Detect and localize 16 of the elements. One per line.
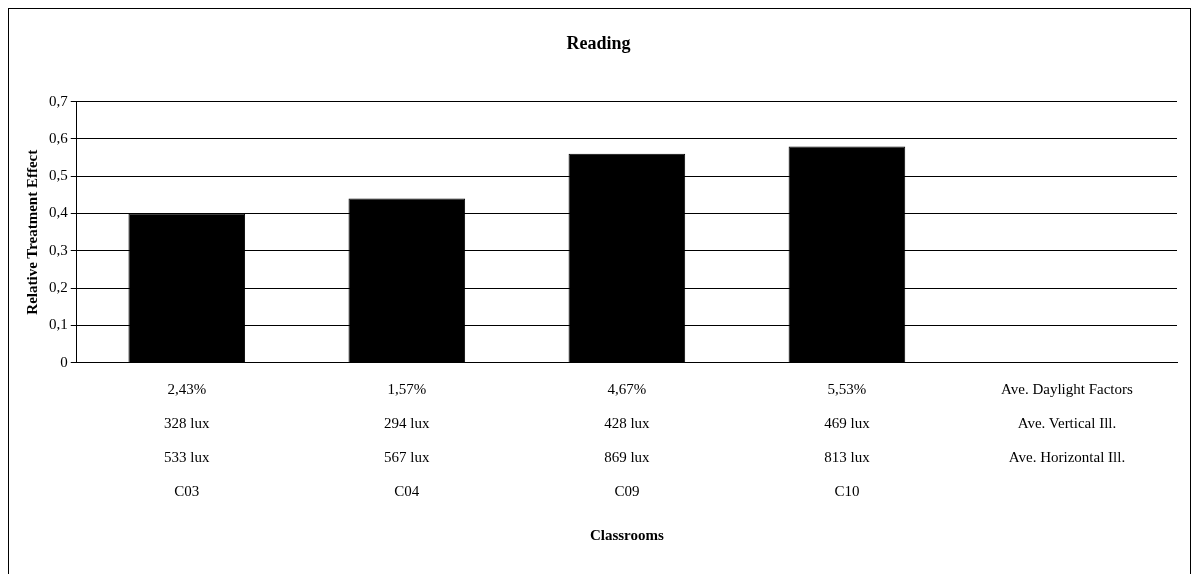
category-label: 1,57% 294 lux 567 lux C04	[384, 380, 430, 499]
category-label: 2,43% 328 lux 533 lux C03	[164, 380, 210, 499]
y-axis-title: Relative Treatment Effect	[23, 149, 40, 315]
category-label: 5,53% 469 lux 813 lux C10	[824, 380, 870, 499]
category-label: 4,67% 428 lux 869 lux C09	[604, 380, 650, 499]
category-label: Ave. Daylight Factors Ave. Vertical Ill. Ave. Horizontal Ill.	[1001, 380, 1133, 465]
y-tick-label: 0	[60, 353, 68, 370]
y-tick-label: 0,7	[49, 92, 69, 109]
y-tick-label: 0,6	[49, 129, 69, 146]
y-tick-label: 0,4	[49, 204, 69, 221]
y-tick-label: 0,1	[49, 316, 68, 333]
y-tick-label: 0,2	[49, 279, 68, 296]
y-tick-label: 0,3	[49, 241, 68, 258]
chart-title: Reading	[566, 33, 631, 54]
y-tick-label: 0,5	[49, 167, 68, 184]
text: Classrooms	[589, 526, 664, 543]
